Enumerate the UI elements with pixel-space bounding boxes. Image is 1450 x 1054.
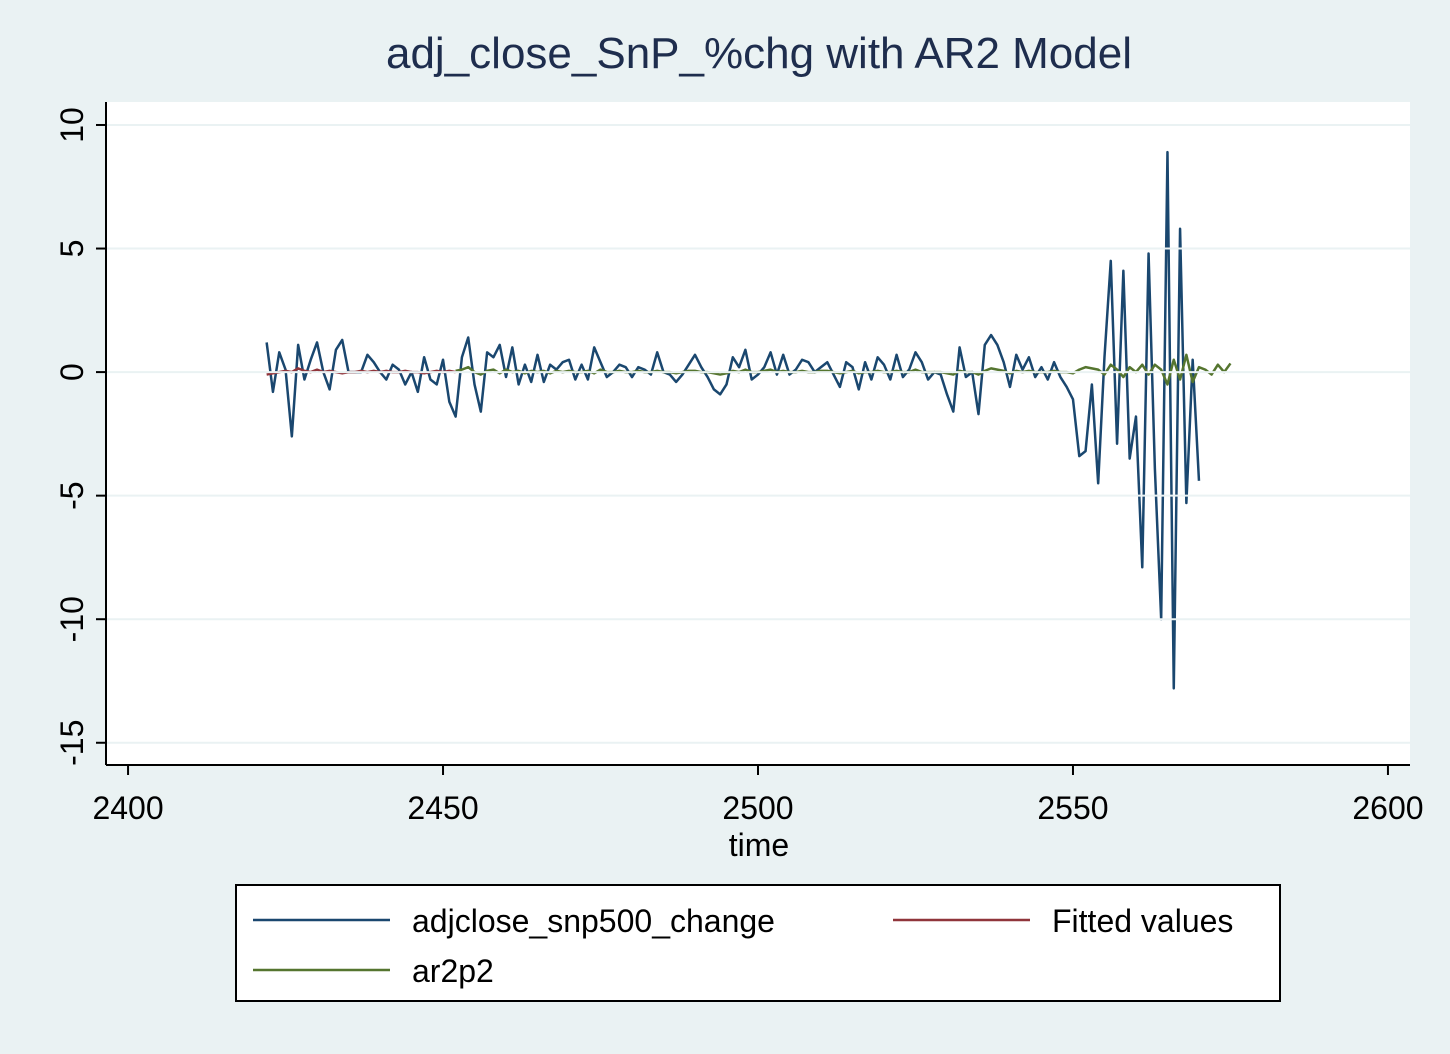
series-line [266, 367, 456, 376]
x-tick-label: 2400 [92, 790, 163, 826]
x-tick-label: 2500 [722, 790, 793, 826]
x-tick-label: 2600 [1352, 790, 1423, 826]
plot-area [106, 102, 1410, 765]
y-tick-label: -5 [54, 481, 90, 509]
y-tick-label: 0 [54, 363, 90, 381]
x-tick-label: 2550 [1037, 790, 1108, 826]
y-tick-label: 10 [54, 107, 90, 143]
y-tick-label: -15 [54, 720, 90, 766]
legend-label: ar2p2 [412, 953, 494, 989]
y-tick-label: 5 [54, 240, 90, 258]
legend-label: adjclose_snp500_change [412, 903, 775, 939]
x-tick-label: 2450 [407, 790, 478, 826]
x-axis-label: time [729, 827, 789, 863]
chart-title: adj_close_SnP_%chg with AR2 Model [386, 29, 1132, 78]
y-tick-label: -10 [54, 596, 90, 642]
legend [235, 884, 1281, 1002]
legend-label: Fitted values [1052, 903, 1233, 939]
